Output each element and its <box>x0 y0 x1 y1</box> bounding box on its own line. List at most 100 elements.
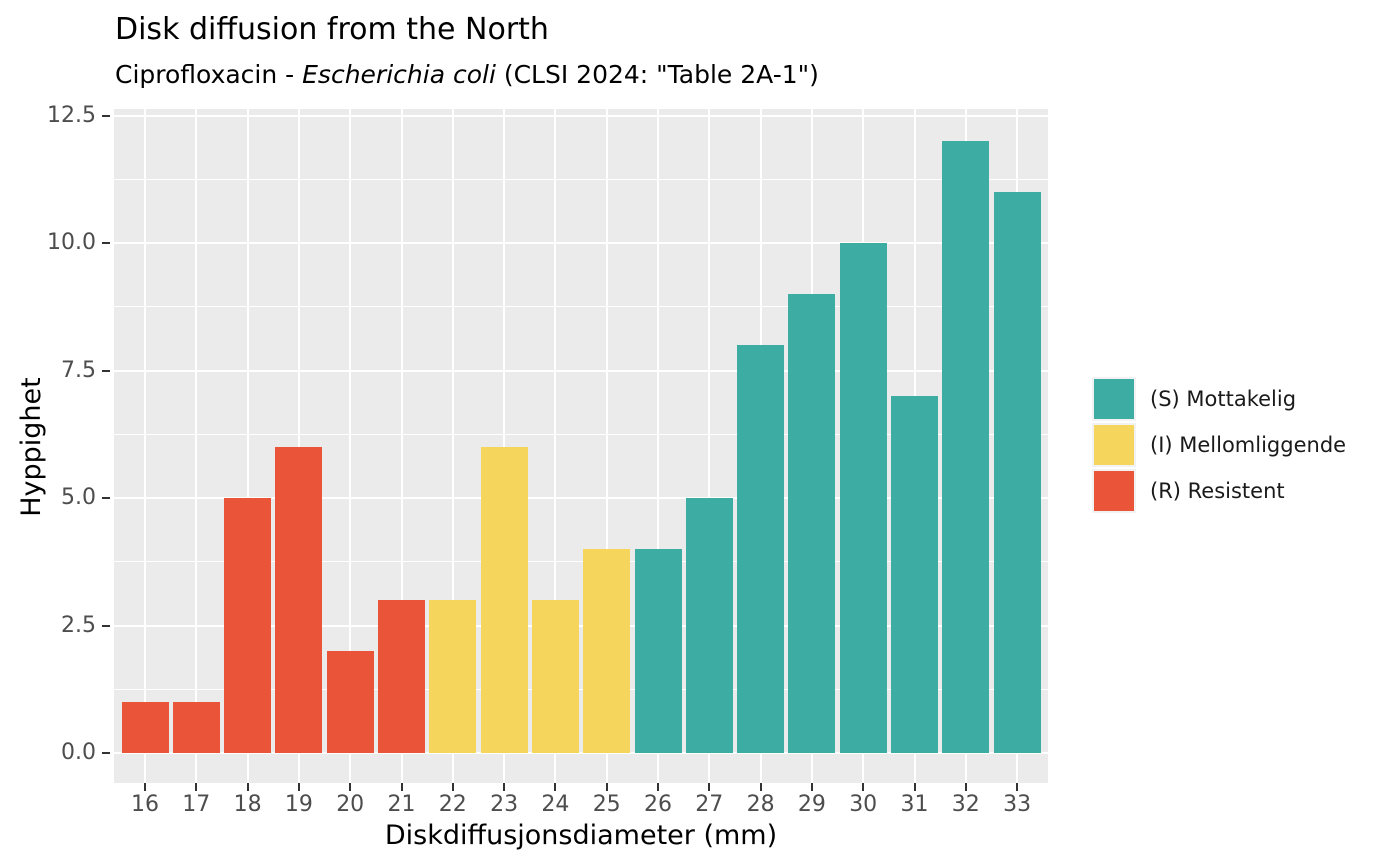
bar-16 <box>121 702 169 753</box>
legend-label: (I) Mellomliggende <box>1150 433 1347 457</box>
x-tick-mark <box>503 783 506 791</box>
x-tick-mark <box>708 783 711 791</box>
legend-item: (S) Mottakelig <box>1092 377 1346 421</box>
gridline-major-h <box>114 752 1048 754</box>
x-tick-label: 23 <box>490 792 519 817</box>
legend-label: (R) Resistent <box>1150 479 1285 503</box>
x-tick-mark <box>297 783 300 791</box>
bar-23 <box>480 447 528 753</box>
x-axis-title: Diskdiffusjonsdiameter (mm) <box>384 820 778 851</box>
x-tick-mark <box>400 783 403 791</box>
y-tick-mark <box>102 369 110 372</box>
x-tick-label: 28 <box>746 792 775 817</box>
x-tick-label: 33 <box>1003 792 1032 817</box>
y-tick-label: 0.0 <box>61 740 96 765</box>
gridline-major-h <box>114 497 1048 499</box>
bar-32 <box>942 141 990 753</box>
bar-31 <box>891 396 938 753</box>
y-axis-title: Hyppighet <box>16 377 47 517</box>
bar-20 <box>326 651 374 753</box>
gridline-major-h <box>114 114 1048 117</box>
x-tick-mark <box>759 783 762 791</box>
x-tick-label: 29 <box>797 792 826 817</box>
x-tick-mark <box>554 783 557 791</box>
y-tick-mark <box>102 752 110 754</box>
y-tick-mark <box>102 114 110 117</box>
x-tick-label: 25 <box>592 792 621 817</box>
x-tick-label: 18 <box>233 792 262 817</box>
gridline-minor-h <box>114 433 1048 435</box>
y-tick-label: 10.0 <box>47 230 96 255</box>
y-tick-mark <box>102 242 110 244</box>
x-tick-mark <box>195 783 198 791</box>
chart-title: Disk diffusion from the North <box>115 12 549 47</box>
x-tick-mark <box>810 783 813 791</box>
gridline-major-h <box>114 624 1048 627</box>
bar-25 <box>583 549 631 753</box>
legend: (S) Mottakelig (I) Mellomliggende (R) Resi… <box>1092 377 1346 513</box>
x-tick-label: 16 <box>131 792 159 817</box>
subtitle-suffix: (CLSI 2024: "Table 2A-1") <box>495 60 819 89</box>
bar-21 <box>378 600 425 753</box>
bar-24 <box>531 600 579 753</box>
bar-33 <box>993 192 1041 753</box>
bar-22 <box>429 600 477 753</box>
gridline-major-v <box>246 109 249 783</box>
x-tick-mark <box>451 783 454 791</box>
gridline-major-v <box>195 109 198 783</box>
gridline-major-h <box>114 369 1048 372</box>
gridline-major-v <box>554 109 557 783</box>
chart-subtitle: Ciprofloxacin - Escherichia coli (CLSI 2… <box>115 60 819 89</box>
legend-key <box>1092 423 1136 467</box>
x-tick-label: 17 <box>182 792 211 817</box>
gridline-major-v <box>297 109 300 783</box>
x-tick-label: 31 <box>900 792 929 817</box>
y-tick-label: 5.0 <box>61 485 96 510</box>
gridline-major-h <box>114 242 1048 244</box>
x-tick-mark <box>605 783 608 791</box>
bar-19 <box>275 447 323 753</box>
y-tick-label: 12.5 <box>47 102 96 128</box>
gridline-minor-h <box>114 688 1048 690</box>
y-tick-mark <box>102 497 110 499</box>
subtitle-prefix: Ciprofloxacin - <box>115 60 303 89</box>
legend-item: (R) Resistent <box>1092 469 1346 513</box>
y-tick-label: 7.5 <box>61 357 96 383</box>
x-tick-mark <box>964 783 967 791</box>
gridline-minor-h <box>114 306 1048 308</box>
bar-18 <box>224 498 272 753</box>
plot-panel <box>114 109 1048 783</box>
x-tick-label: 19 <box>284 792 313 817</box>
x-tick-mark <box>1016 783 1019 791</box>
x-tick-mark <box>144 783 146 791</box>
legend-key <box>1092 469 1136 513</box>
legend-label: (S) Mottakelig <box>1150 387 1297 411</box>
gridline-minor-h <box>114 178 1048 180</box>
x-tick-label: 22 <box>438 792 467 817</box>
y-tick-mark <box>102 624 110 627</box>
x-tick-label: 32 <box>951 792 980 817</box>
x-tick-label: 24 <box>541 792 570 817</box>
x-tick-mark <box>349 783 352 791</box>
legend-key <box>1092 377 1136 421</box>
bar-17 <box>172 702 220 753</box>
bar-27 <box>685 498 733 753</box>
x-tick-label: 26 <box>644 792 672 817</box>
legend-swatch-s <box>1094 379 1134 419</box>
x-tick-mark <box>913 783 916 791</box>
gridline-major-v <box>708 109 711 783</box>
bar-29 <box>788 294 836 753</box>
legend-swatch-i <box>1094 425 1134 465</box>
gridline-major-v <box>349 109 352 783</box>
gridline-major-v <box>451 109 454 783</box>
x-tick-label: 30 <box>849 792 878 817</box>
bar-26 <box>634 549 682 753</box>
legend-swatch-r <box>1094 471 1134 511</box>
bar-28 <box>737 345 785 753</box>
x-tick-label: 20 <box>336 792 365 817</box>
x-tick-mark <box>246 783 249 791</box>
x-tick-mark <box>862 783 865 791</box>
y-tick-label: 2.5 <box>61 612 96 638</box>
x-tick-mark <box>657 783 659 791</box>
